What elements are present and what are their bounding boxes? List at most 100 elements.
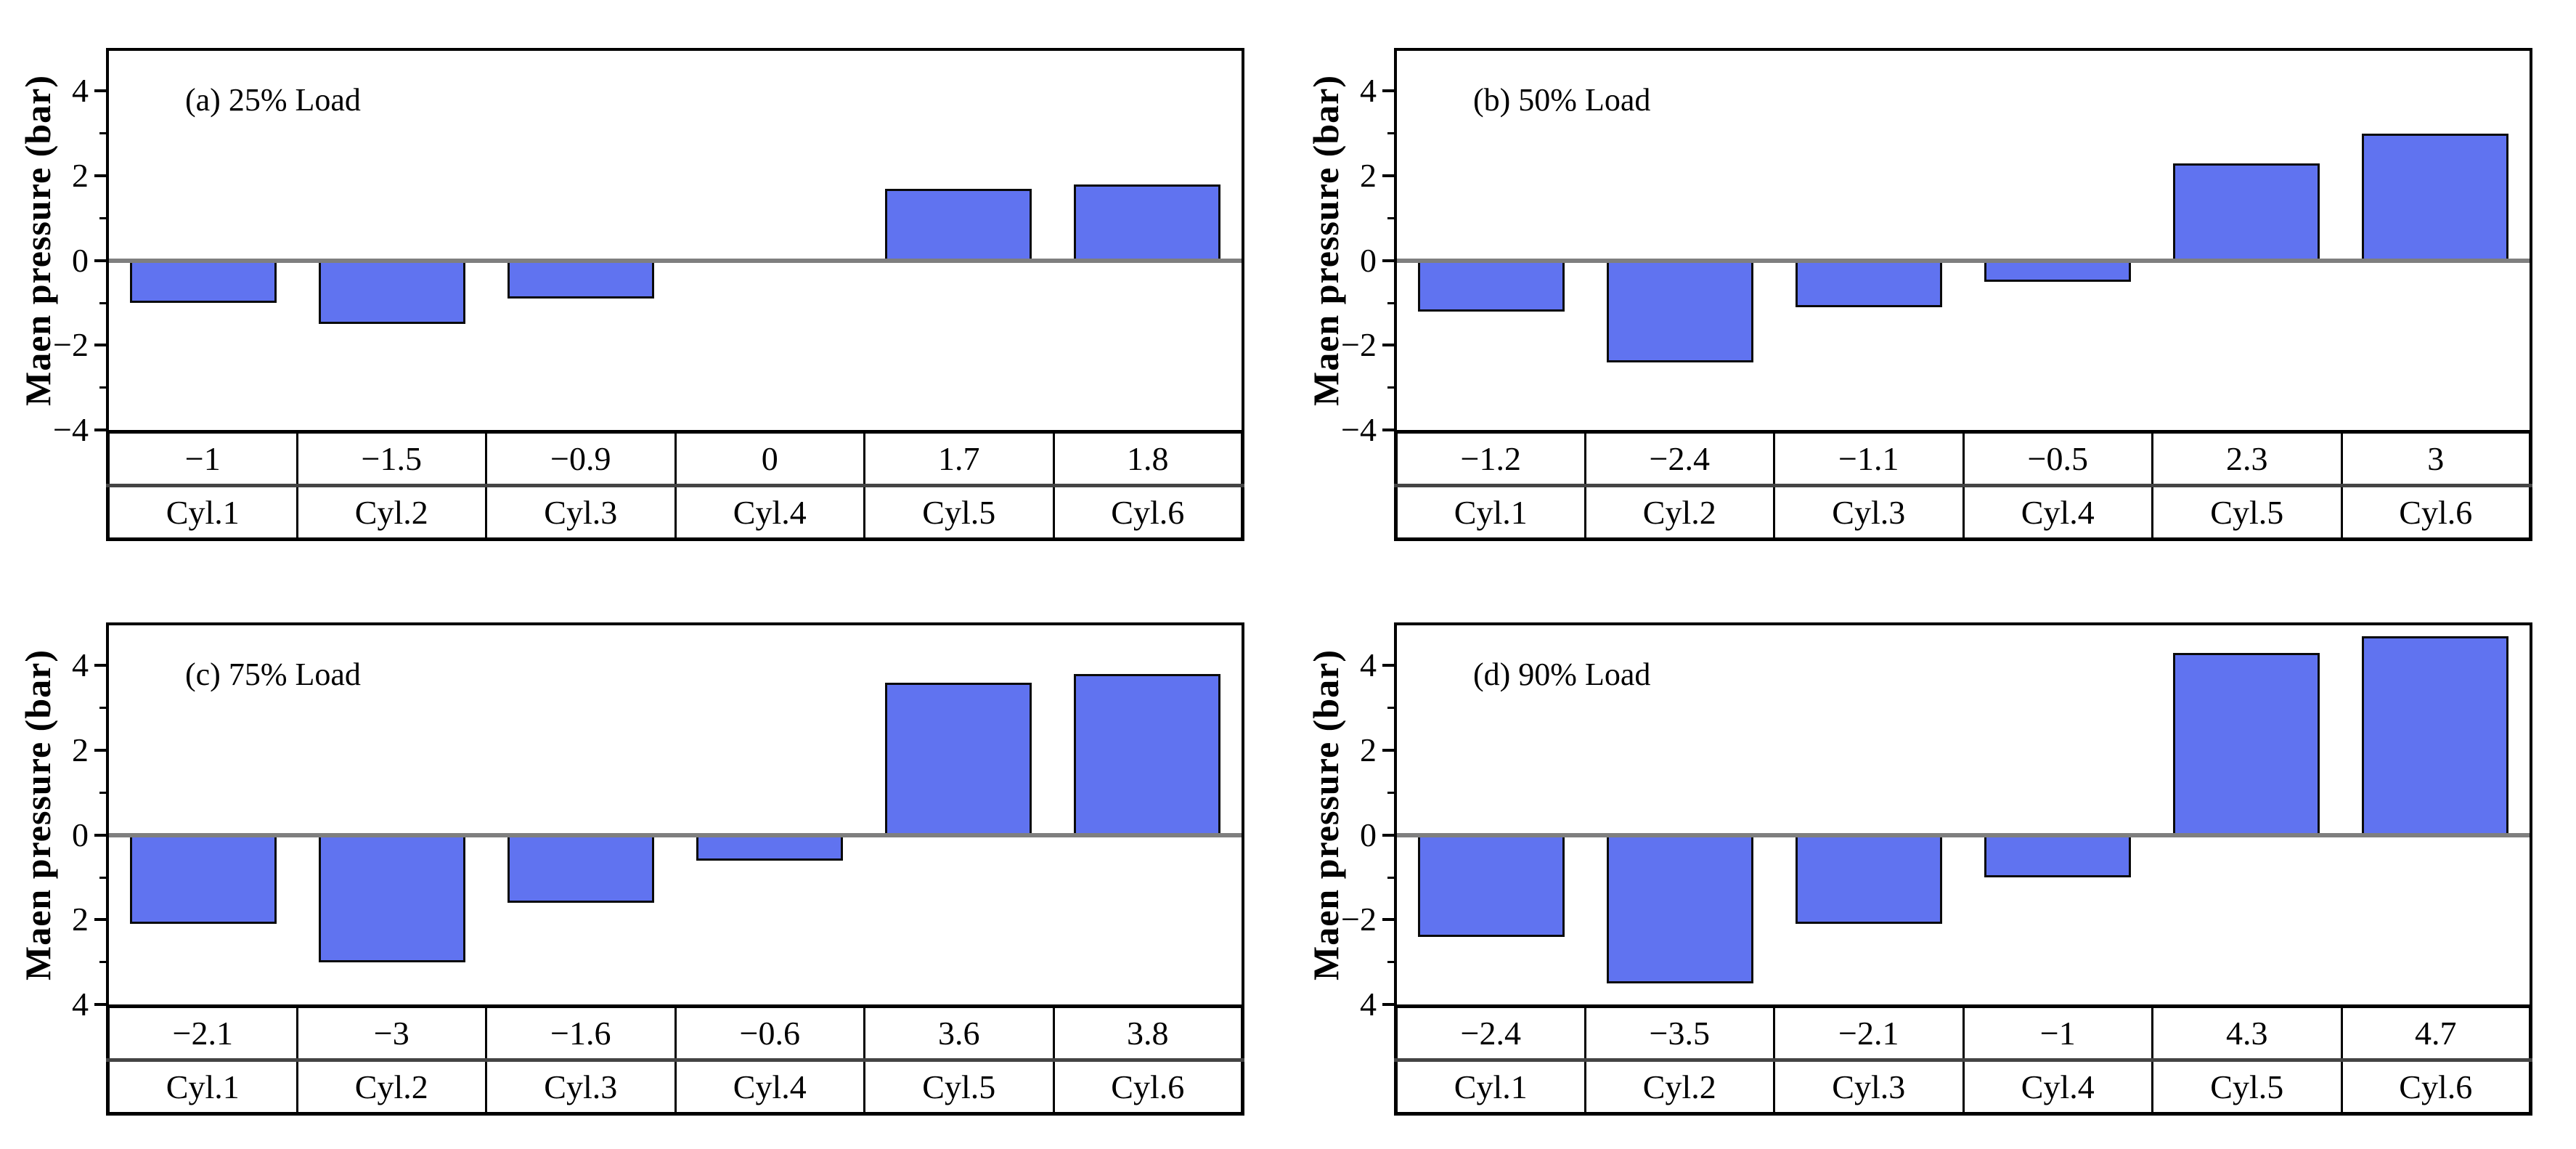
y-tick-minor: [99, 301, 106, 304]
value-cell: −3: [295, 1005, 487, 1061]
category-cell: Cyl.2: [1583, 1058, 1775, 1115]
cylinder-table-50-load: −1.2 −2.4 −1.1 −0.5 2.3 3 Cyl.1 Cyl.2 Cyl.3 Cyl.4…: [1394, 430, 2532, 541]
value-cell: 3.6: [863, 1005, 1055, 1061]
bar-cyl2: [1606, 835, 1754, 983]
y-tick-label: 0: [72, 816, 89, 853]
y-tick-label: −2: [1341, 326, 1377, 364]
category-cell: Cyl.5: [863, 484, 1055, 540]
bar-cyl4: [696, 835, 844, 861]
cylinder-table-90-load: −2.4 −3.5 −2.1 −1 4.3 4.7 Cyl.1 Cyl.2 Cyl.3 Cyl.4…: [1394, 1004, 2532, 1116]
category-cell: Cyl.2: [295, 1058, 487, 1115]
bar-cyl6: [2361, 636, 2509, 835]
category-cell: Cyl.3: [485, 484, 677, 540]
y-tick-major: [1382, 918, 1394, 922]
cylinder-table-25-load: −1 −1.5 −0.9 0 1.7 1.8 Cyl.1 Cyl.2 Cyl.3 Cyl.4 Cyl…: [106, 430, 1244, 541]
bar-cyl3: [507, 835, 655, 904]
y-tick-label: 0: [1360, 816, 1377, 853]
y-tick-label: 4: [1360, 72, 1377, 110]
y-tick-minor: [99, 707, 106, 710]
category-row: Cyl.1 Cyl.2 Cyl.3 Cyl.4 Cyl.5 Cyl.6: [1395, 484, 2532, 540]
y-tick-major: [94, 749, 106, 752]
y-tick-major: [1382, 833, 1394, 837]
y-tick-minor: [99, 961, 106, 964]
category-cell: Cyl.3: [1773, 484, 1965, 540]
value-cell: −2.1: [1773, 1005, 1965, 1061]
y-tick-major: [1382, 429, 1394, 431]
y-tick-major: [1382, 749, 1394, 752]
y-tick-label: 4: [72, 72, 89, 110]
value-cell: 2.3: [2151, 431, 2343, 487]
category-cell: Cyl.4: [1962, 484, 2153, 540]
value-row: −2.4 −3.5 −2.1 −1 4.3 4.7: [1395, 1005, 2532, 1061]
y-tick-label: 4: [1360, 646, 1377, 684]
value-cell: −1.2: [1395, 431, 1586, 487]
bar-cyl2: [318, 835, 466, 962]
value-cell: 4.7: [2340, 1005, 2532, 1061]
category-cell: Cyl.2: [1583, 484, 1775, 540]
value-cell: 1.8: [1052, 431, 1244, 487]
y-tick-major: [1382, 89, 1394, 93]
value-row: −1 −1.5 −0.9 0 1.7 1.8: [107, 431, 1244, 487]
bar-cyl5: [884, 188, 1032, 261]
bar-cyl5: [2172, 163, 2320, 261]
cylinder-table-75-load: −2.1 −3 −1.6 −0.6 3.6 3.8 Cyl.1 Cyl.2 Cyl.3 Cyl.4…: [106, 1004, 1244, 1116]
value-cell: 0: [674, 431, 865, 487]
zero-line: [1397, 258, 2530, 263]
y-tick-major: [94, 918, 106, 922]
y-tick-minor: [1387, 301, 1394, 304]
panel-50-load: Maen pressure (bar) (b) 50% Load −1.2 −2.…: [1288, 0, 2576, 574]
panel-title: (d) 90% Load: [1473, 657, 1651, 692]
y-tick-label: −4: [53, 411, 89, 448]
bar-cyl1: [129, 835, 277, 925]
y-tick-label: 2: [1360, 731, 1377, 769]
y-tick-major: [1382, 259, 1394, 262]
y-tick-minor: [1387, 386, 1394, 389]
panel-90-load: Maen pressure (bar) (d) 90% Load −2.4 −3.…: [1288, 574, 2576, 1149]
value-cell: −1.6: [485, 1005, 677, 1061]
value-cell: −1: [107, 431, 298, 487]
bar-cyl6: [1073, 184, 1221, 261]
y-tick-major: [1382, 344, 1394, 347]
y-tick-minor: [99, 791, 106, 794]
y-tick-minor: [99, 216, 106, 219]
y-tick-label: −2: [53, 326, 89, 364]
panel-title: (a) 25% Load: [185, 82, 361, 118]
zero-line: [1397, 832, 2530, 837]
y-tick-label: 4: [1360, 986, 1377, 1023]
category-cell: Cyl.5: [2151, 1058, 2343, 1115]
y-tick-major: [94, 664, 106, 667]
bar-cyl6: [2361, 133, 2509, 261]
value-cell: −1: [1962, 1005, 2153, 1061]
bar-cyl3: [1795, 835, 1943, 925]
y-tick-label: 2: [1360, 157, 1377, 195]
y-tick-major: [94, 174, 106, 178]
bar-cyl5: [2172, 652, 2320, 835]
value-cell: −1.5: [295, 431, 487, 487]
y-tick-label: 2: [72, 731, 89, 769]
category-cell: Cyl.5: [2151, 484, 2343, 540]
category-cell: Cyl.3: [1773, 1058, 1965, 1115]
category-cell: Cyl.2: [295, 484, 487, 540]
y-tick-label: 2: [72, 901, 89, 938]
bar-cyl5: [884, 682, 1032, 835]
y-tick-major: [94, 833, 106, 837]
y-tick-label: 0: [1360, 241, 1377, 279]
category-cell: Cyl.6: [1052, 484, 1244, 540]
category-cell: Cyl.4: [674, 484, 865, 540]
value-row: −2.1 −3 −1.6 −0.6 3.6 3.8: [107, 1005, 1244, 1061]
y-tick-minor: [99, 876, 106, 879]
value-cell: 4.3: [2151, 1005, 2343, 1061]
panel-25-load: Maen pressure (bar) (a) 25% Load −1 −1.5−…: [0, 0, 1288, 574]
value-cell: −0.5: [1962, 431, 2153, 487]
panel-title: (c) 75% Load: [185, 657, 361, 692]
bar-cyl1: [1417, 835, 1565, 937]
y-tick-minor: [1387, 132, 1394, 135]
bar-cyl6: [1073, 674, 1221, 835]
y-tick-major: [1382, 664, 1394, 667]
category-cell: Cyl.1: [107, 1058, 298, 1115]
y-tick-major: [1382, 174, 1394, 178]
y-tick-major: [94, 259, 106, 262]
category-cell: Cyl.4: [674, 1058, 865, 1115]
category-cell: Cyl.4: [1962, 1058, 2153, 1115]
